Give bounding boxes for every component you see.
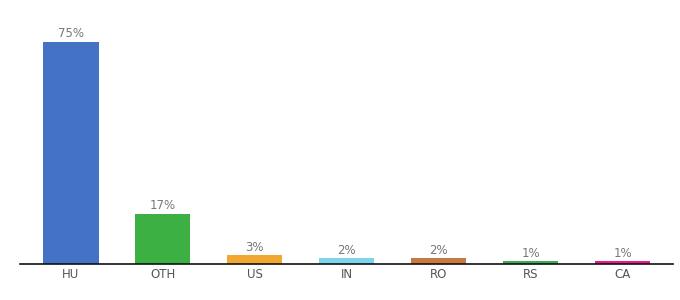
Text: 1%: 1% [613,247,632,260]
Bar [595,261,650,264]
Bar [411,258,466,264]
Bar [44,42,99,264]
Text: 17%: 17% [150,199,176,212]
Text: 75%: 75% [58,27,84,40]
Text: 3%: 3% [245,241,264,254]
Text: 2%: 2% [337,244,356,256]
Text: 1%: 1% [522,247,540,260]
Text: 2%: 2% [430,244,448,256]
Bar [227,255,282,264]
Bar [135,214,190,264]
Bar [319,258,375,264]
Bar [503,261,558,264]
